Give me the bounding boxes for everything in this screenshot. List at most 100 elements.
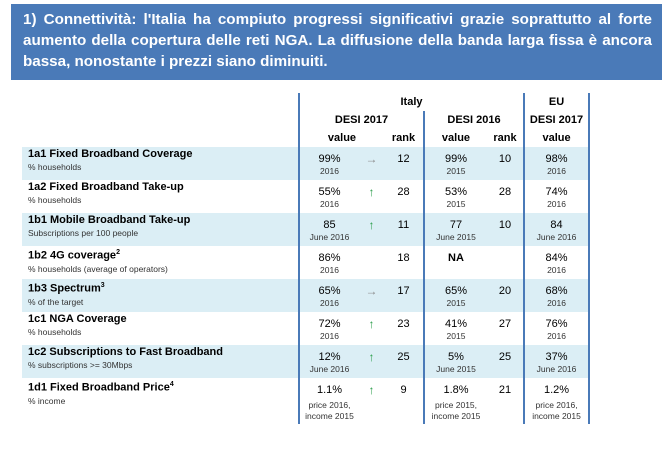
- indicator-name: 1c1 NGA Coverage: [28, 313, 127, 325]
- year-2017: June 2016: [309, 232, 350, 242]
- eu-value: 37%: [545, 351, 568, 363]
- rank-2017: 28: [397, 186, 410, 198]
- rank-2016: 28: [498, 186, 512, 198]
- table-row: 1a2 Fixed Broadband Take-up% households …: [22, 180, 591, 213]
- indicator-unit: % subscriptions >= 30Mbps: [28, 360, 133, 370]
- rank-2017: 9: [400, 384, 407, 396]
- indicator-table: Italy EU DESI 2017 DESI 2016 DESI 2017 v…: [22, 93, 591, 424]
- year-2017: 2016: [320, 166, 339, 176]
- year-2017-line2: income 2015: [305, 411, 354, 421]
- eu-year: 2016: [547, 298, 566, 308]
- table-row: 1c2 Subscriptions to Fast Broadband % sub…: [22, 345, 591, 378]
- table-row: 1a1 Fixed Broadband Coverage % households…: [22, 147, 591, 180]
- value-2017: 86%: [318, 252, 341, 264]
- indicator-name: 1a2 Fixed Broadband Take-up: [28, 181, 184, 193]
- eu-value: 1.2%: [543, 384, 570, 396]
- rank-2017: 25: [397, 351, 410, 363]
- value-header-2016: value: [423, 129, 487, 147]
- year-2016: 2015: [446, 166, 466, 176]
- rank-2016: 25: [498, 351, 512, 363]
- eu-year: 2016: [547, 166, 566, 176]
- eu-year: 2016: [547, 331, 566, 341]
- year-2016-line2: income 2015: [431, 411, 481, 421]
- indicator-unit: % households: [28, 162, 82, 172]
- indicator-name: 1b1 Mobile Broadband Take-up: [28, 214, 191, 226]
- value-2017: 85: [323, 219, 336, 231]
- year-2016: June 2015: [436, 364, 476, 374]
- indicator-unit: % of the target: [28, 296, 84, 307]
- value-header-eu: value: [523, 129, 591, 147]
- value-2016: 1.8%: [443, 384, 469, 396]
- eu-header: EU: [523, 93, 591, 111]
- rank-2017: 11: [397, 219, 410, 231]
- table-row: 1d1 Fixed Broadband Price4% income 1.1% p…: [22, 378, 591, 424]
- year-2017: June 2016: [309, 364, 350, 374]
- value-2017: 55%: [318, 186, 341, 198]
- value-2016: 77: [449, 219, 463, 231]
- indicator-name: 1b2 4G coverage2: [28, 249, 120, 262]
- value-2016: 65%: [444, 285, 468, 297]
- rank-2016: 10: [498, 219, 512, 231]
- indicator-unit: % income: [28, 395, 66, 406]
- indicator-name: 1d1 Fixed Broadband Price4: [28, 381, 174, 394]
- desi2016-header: DESI 2016: [422, 111, 525, 129]
- eu-value: 84: [550, 219, 563, 231]
- eu-year: 2016: [547, 199, 566, 209]
- indicator-name: 1a1 Fixed Broadband Coverage: [28, 148, 193, 160]
- value-2016: 41%: [444, 318, 468, 330]
- indicator-name: 1b3 Spectrum3: [28, 282, 105, 295]
- eu-value: 98%: [545, 153, 568, 165]
- trend-up-arrow-icon: ↑: [368, 185, 375, 199]
- value-2016: NA: [448, 252, 464, 264]
- rank-header-2017: rank: [391, 132, 416, 144]
- eu-year: June 2016: [536, 364, 577, 374]
- indicator-unit: % households: [28, 327, 82, 337]
- value-2017: 12%: [318, 351, 341, 363]
- value-2017: 99%: [318, 153, 341, 165]
- eu-year: 2016: [547, 265, 566, 275]
- table-row: 1b1 Mobile Broadband Take-up Subscription…: [22, 213, 591, 246]
- trend-up-arrow-icon: ↑: [368, 350, 375, 364]
- table-row: 1c1 NGA Coverage% households 72% 2016 ↑ 2…: [22, 312, 591, 345]
- value-2017: 65%: [318, 285, 341, 297]
- eu-year-line1: price 2016,: [535, 400, 578, 410]
- trend-arrow-icon: [359, 246, 384, 251]
- italy-header: Italy: [297, 93, 525, 111]
- rank-2016: [487, 246, 523, 251]
- rank-2017: 18: [397, 252, 410, 264]
- indicator-unit: Subscriptions per 100 people: [28, 228, 139, 238]
- section-banner: 1) Connettività: l'Italia ha compiuto pr…: [11, 4, 662, 80]
- eu-value: 76%: [545, 318, 568, 330]
- value-2017: 1.1%: [316, 384, 343, 396]
- value-2016: 53%: [444, 186, 468, 198]
- value-2017: 72%: [318, 318, 341, 330]
- indicator-unit: % households: [28, 195, 82, 205]
- indicator-unit: % households (average of operators): [28, 263, 168, 274]
- trend-up-arrow-icon: ↑: [368, 317, 375, 331]
- footnote-marker: 3: [100, 282, 105, 289]
- year-2017: 2016: [320, 265, 339, 275]
- eu-year: June 2016: [536, 232, 577, 242]
- rank-2016: 10: [498, 153, 512, 165]
- table-row: 1b2 4G coverage2% households (average of…: [22, 246, 591, 279]
- value-header-2017: value: [298, 129, 384, 147]
- footnote-marker: 2: [116, 249, 120, 256]
- eu-year-line2: income 2015: [532, 411, 581, 421]
- value-2016: 5%: [448, 351, 464, 363]
- rank-2016: 27: [498, 318, 512, 330]
- year-2016: 2015: [446, 298, 466, 308]
- indicator-name: 1c2 Subscriptions to Fast Broadband: [28, 346, 223, 358]
- header-row-1: Italy EU: [22, 93, 591, 111]
- year-2017: 2016: [320, 298, 339, 308]
- header-row-2: DESI 2017 DESI 2016 DESI 2017: [22, 111, 591, 129]
- rank-2017: 12: [397, 153, 410, 165]
- year-2017: 2016: [320, 199, 339, 209]
- year-2016: June 2015: [436, 232, 476, 242]
- eu-value: 74%: [545, 186, 568, 198]
- trend-right-arrow-icon: →: [365, 284, 378, 298]
- rank-2017: 17: [397, 285, 410, 297]
- year-2016: 2015: [446, 331, 466, 341]
- trend-up-arrow-icon: ↑: [368, 218, 375, 232]
- year-2017-line1: price 2016,: [308, 400, 351, 410]
- year-2017: 2016: [320, 331, 339, 341]
